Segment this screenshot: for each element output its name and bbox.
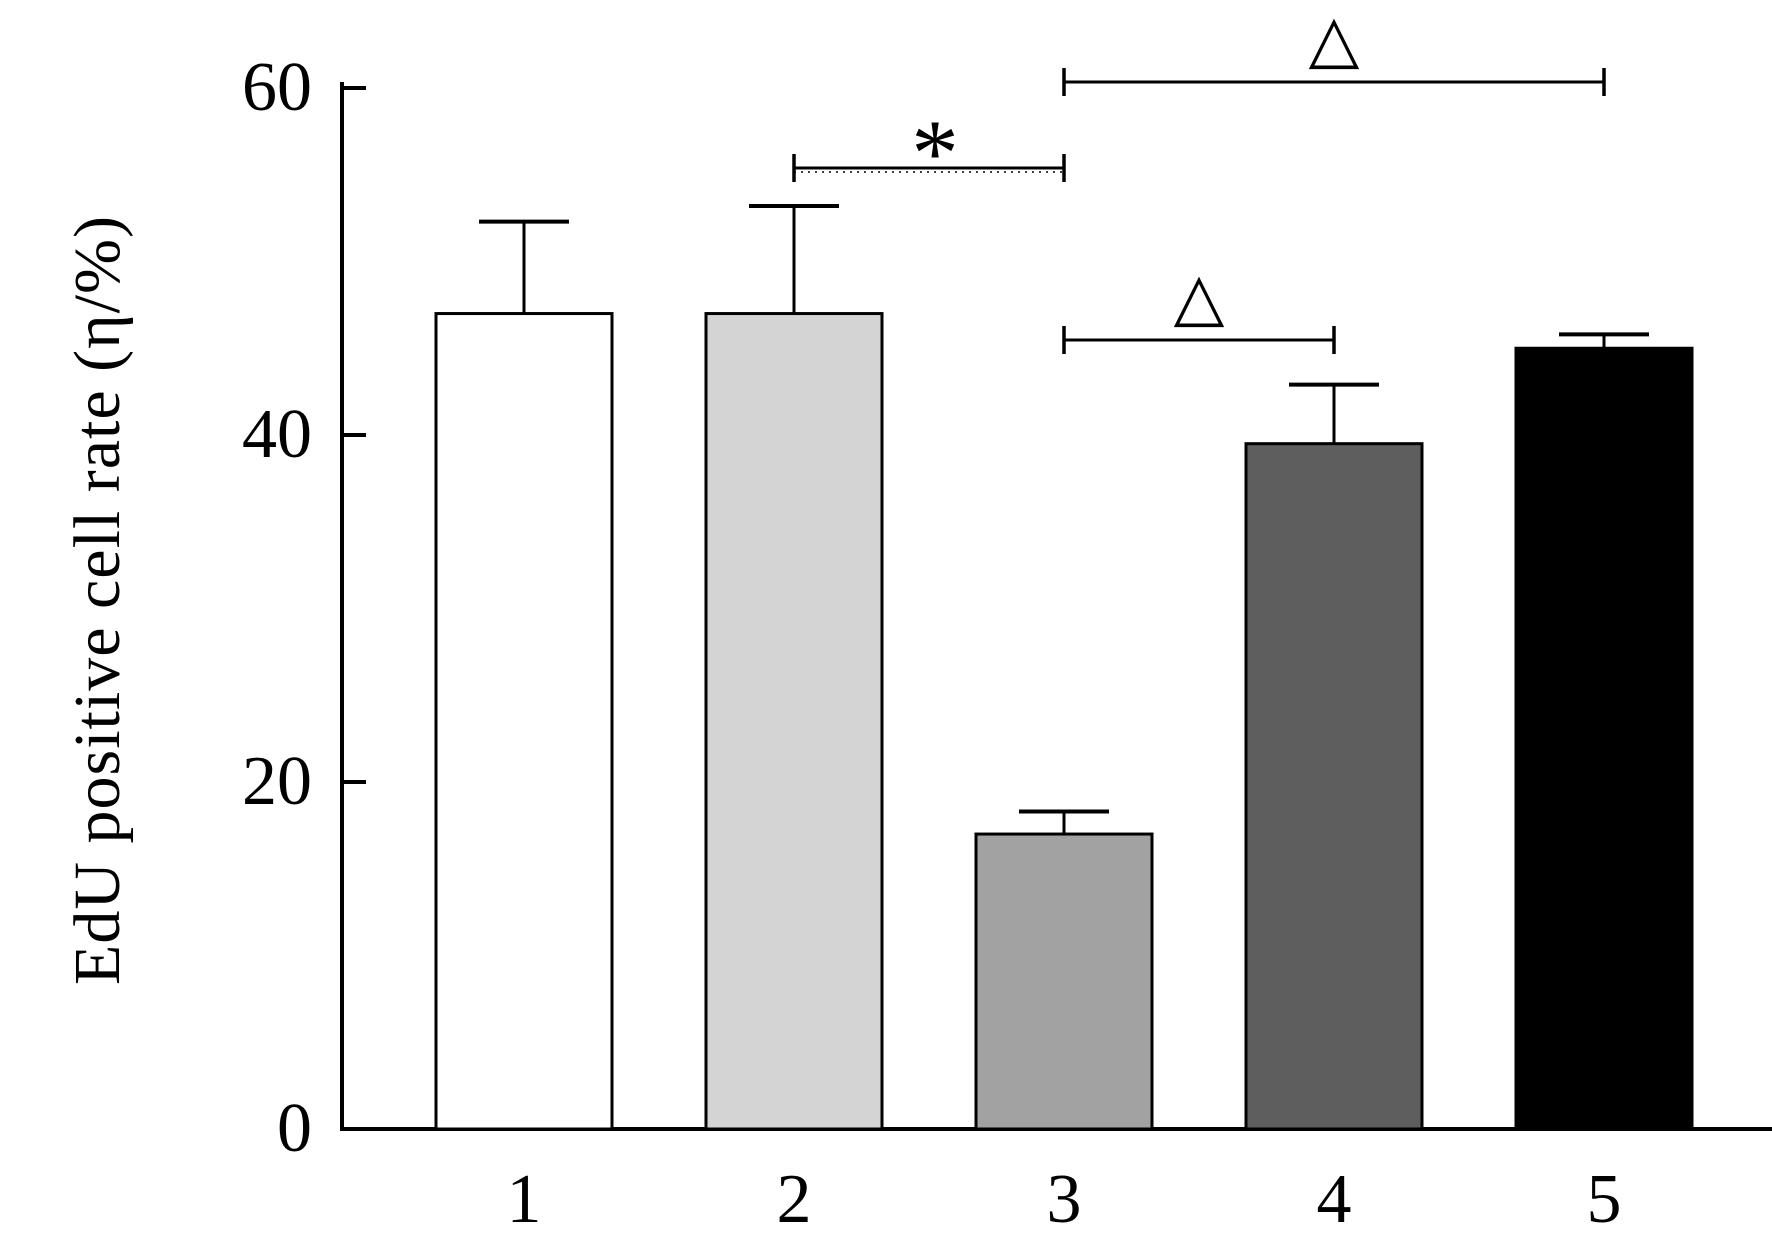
y-tick-label: 20 xyxy=(242,743,312,820)
bar-3 xyxy=(974,832,1154,1131)
x-category-label: 2 xyxy=(776,1161,812,1238)
y-tick-label: 0 xyxy=(277,1090,312,1167)
x-category-label: 5 xyxy=(1586,1161,1622,1238)
x-category-label: 4 xyxy=(1316,1161,1352,1238)
significance-symbol: △ xyxy=(1173,258,1225,335)
bar-5 xyxy=(1514,346,1694,1131)
significance-symbol: * xyxy=(911,100,959,206)
y-tick-label: 60 xyxy=(242,49,312,126)
x-category-label: 1 xyxy=(506,1161,542,1238)
y-axis-title: EdU positive cell rate (η/%) xyxy=(61,215,134,985)
significance-symbol: △ xyxy=(1308,0,1360,77)
x-category-label: 3 xyxy=(1046,1161,1082,1238)
bar-2 xyxy=(704,312,884,1131)
bar-1 xyxy=(434,312,614,1131)
bar-4 xyxy=(1244,442,1424,1131)
y-tick-label: 40 xyxy=(242,396,312,473)
